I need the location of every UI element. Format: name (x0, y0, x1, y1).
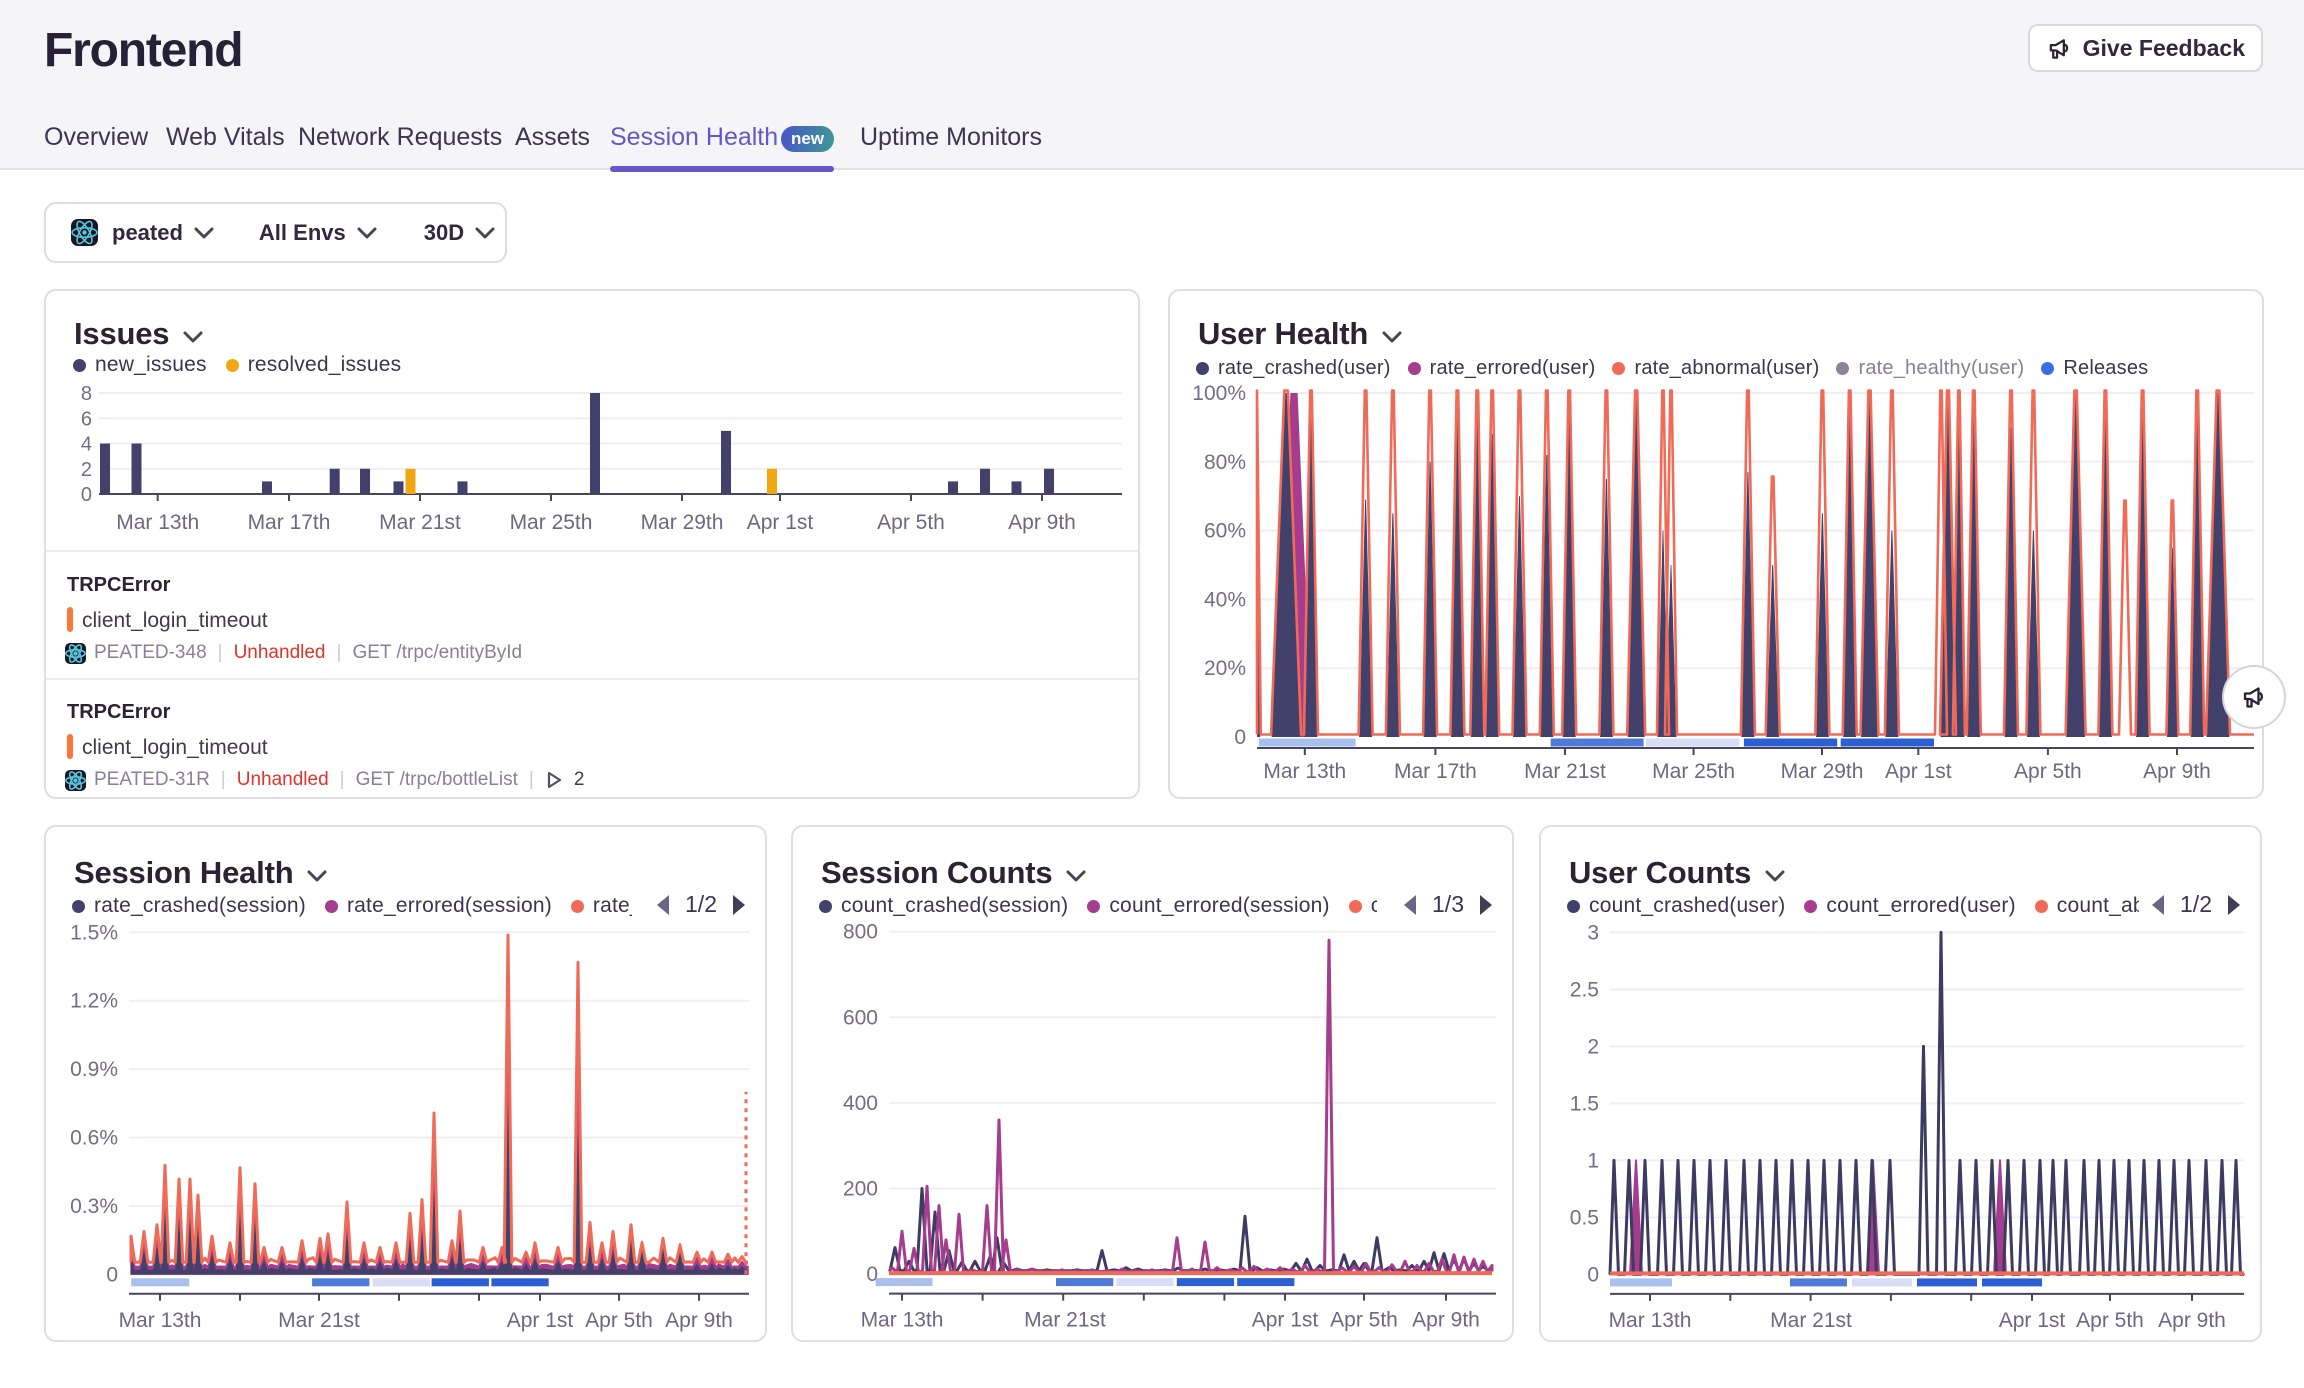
svg-text:Mar 29th: Mar 29th (1781, 760, 1864, 783)
svg-text:2: 2 (81, 459, 92, 481)
svg-text:0: 0 (1587, 1263, 1599, 1286)
svg-text:Apr 9th: Apr 9th (2158, 1309, 2226, 1332)
svg-text:Apr 1st: Apr 1st (1999, 1309, 2066, 1332)
svg-text:Mar 21st: Mar 21st (1770, 1309, 1852, 1332)
svg-text:Mar 25th: Mar 25th (1652, 760, 1735, 783)
svg-text:20%: 20% (1204, 657, 1246, 680)
svg-text:6: 6 (81, 408, 92, 430)
svg-text:60%: 60% (1204, 520, 1246, 543)
svg-text:Apr 5th: Apr 5th (1330, 1309, 1398, 1332)
svg-text:Mar 21st: Mar 21st (1024, 1309, 1106, 1332)
svg-text:80%: 80% (1204, 451, 1246, 474)
svg-text:0.5: 0.5 (1570, 1206, 1599, 1229)
svg-text:400: 400 (843, 1092, 878, 1115)
svg-text:Apr 5th: Apr 5th (877, 511, 945, 534)
svg-text:Mar 13th: Mar 13th (119, 1309, 202, 1332)
svg-text:2: 2 (1587, 1035, 1599, 1058)
svg-text:200: 200 (843, 1178, 878, 1201)
svg-text:100%: 100% (1192, 382, 1246, 405)
svg-text:Apr 9th: Apr 9th (1412, 1309, 1480, 1332)
svg-text:Apr 5th: Apr 5th (585, 1309, 653, 1332)
svg-text:0.9%: 0.9% (70, 1058, 118, 1081)
svg-text:Mar 21st: Mar 21st (1524, 760, 1606, 783)
svg-text:Mar 13th: Mar 13th (116, 511, 199, 534)
svg-text:2.5: 2.5 (1570, 978, 1599, 1001)
svg-text:1: 1 (1587, 1149, 1599, 1172)
svg-text:800: 800 (843, 921, 878, 944)
svg-text:Mar 17th: Mar 17th (1394, 760, 1477, 783)
svg-text:0: 0 (1234, 726, 1246, 749)
svg-text:Mar 21st: Mar 21st (278, 1309, 360, 1332)
svg-text:Apr 9th: Apr 9th (2143, 760, 2211, 783)
svg-text:3: 3 (1587, 921, 1599, 944)
svg-text:Apr 1st: Apr 1st (507, 1309, 574, 1332)
svg-text:0: 0 (81, 484, 92, 506)
svg-text:0.6%: 0.6% (70, 1127, 118, 1150)
svg-text:1.5: 1.5 (1570, 1092, 1599, 1115)
svg-text:1.2%: 1.2% (70, 990, 118, 1013)
svg-text:Mar 21st: Mar 21st (379, 511, 461, 534)
svg-text:Mar 13th: Mar 13th (861, 1309, 944, 1332)
svg-text:Apr 1st: Apr 1st (1252, 1309, 1319, 1332)
svg-text:8: 8 (81, 383, 92, 405)
svg-text:Mar 17th: Mar 17th (248, 511, 331, 534)
svg-text:Apr 5th: Apr 5th (2076, 1309, 2144, 1332)
svg-text:Mar 25th: Mar 25th (510, 511, 593, 534)
svg-text:600: 600 (843, 1006, 878, 1029)
svg-text:Apr 9th: Apr 9th (1008, 511, 1076, 534)
svg-text:Apr 1st: Apr 1st (747, 511, 814, 534)
svg-text:Apr 5th: Apr 5th (2014, 760, 2082, 783)
svg-text:Mar 29th: Mar 29th (641, 511, 724, 534)
svg-text:Apr 9th: Apr 9th (665, 1309, 733, 1332)
svg-text:0: 0 (866, 1263, 878, 1286)
svg-text:0.3%: 0.3% (70, 1195, 118, 1218)
svg-text:1.5%: 1.5% (70, 921, 118, 944)
svg-text:40%: 40% (1204, 588, 1246, 611)
svg-text:0: 0 (106, 1263, 118, 1286)
svg-text:Mar 13th: Mar 13th (1609, 1309, 1692, 1332)
svg-text:Mar 13th: Mar 13th (1263, 760, 1346, 783)
svg-text:4: 4 (81, 434, 92, 456)
svg-text:Apr 1st: Apr 1st (1885, 760, 1952, 783)
